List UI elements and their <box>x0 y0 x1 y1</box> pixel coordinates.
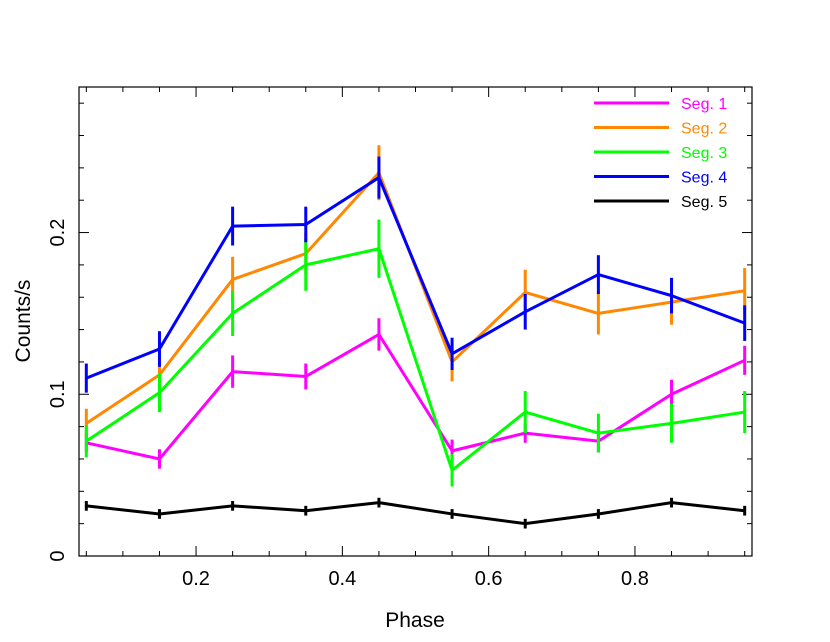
legend-label: Seg. 1 <box>681 96 727 113</box>
series-4 <box>84 156 747 393</box>
series-layer <box>84 145 747 529</box>
x-tick-label: 0.4 <box>328 568 356 590</box>
x-tick-label: 0.6 <box>475 568 503 590</box>
series-line <box>86 501 745 526</box>
legend-label: Seg. 4 <box>681 170 727 187</box>
series-line <box>85 247 745 472</box>
y-axis-label: Counts/s <box>12 280 35 363</box>
x-tick-label: 0.8 <box>621 568 649 590</box>
x-tick-label: 0.2 <box>182 568 210 590</box>
series-5 <box>84 497 747 529</box>
series-3 <box>84 219 747 487</box>
legend-label: Seg. 2 <box>681 121 727 138</box>
series-line <box>85 171 745 425</box>
plot-frame <box>78 86 753 557</box>
series-line <box>85 332 746 461</box>
y-tick-label: 0 <box>47 550 69 561</box>
legend-label: Seg. 5 <box>681 194 727 211</box>
axis-ticks: 0.2 0.4 0.6 0.8 0 0.1 0.2 <box>47 87 752 590</box>
legend-label: Seg. 3 <box>681 145 727 162</box>
y-tick-label: 0.2 <box>47 219 69 247</box>
legend: Seg. 1 Seg. 2 Seg. 3 Seg. 4 Seg. 5 <box>594 96 727 211</box>
x-axis-label: Phase <box>385 609 445 632</box>
series-line <box>85 176 746 380</box>
y-tick-label: 0.1 <box>47 380 69 408</box>
